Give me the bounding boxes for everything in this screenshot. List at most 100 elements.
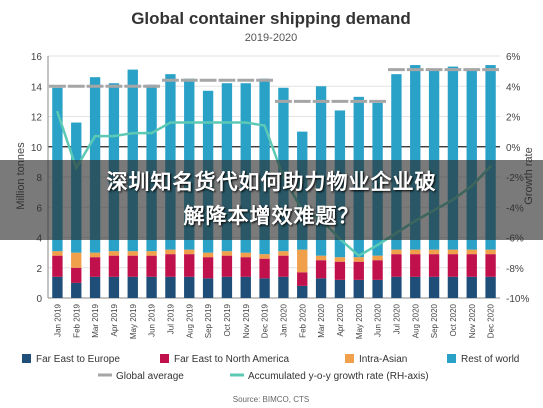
bar-segment: [391, 276, 402, 298]
overlay-title-line-1: 深圳知名货代如何助力物业企业破: [106, 170, 437, 194]
bar-segment: [259, 258, 270, 279]
y-right-tick-label: 6%: [506, 52, 521, 63]
bar-segment: [202, 278, 214, 298]
legend-swatch: [160, 354, 169, 363]
y-tick-label: 16: [31, 52, 43, 63]
y-tick-label: 2: [36, 264, 42, 275]
x-tick-label: Nov 2020: [468, 303, 477, 338]
bar-segment: [127, 255, 138, 277]
legend-label: Intra-Asian: [359, 354, 407, 365]
bar-segment: [447, 254, 459, 277]
bar-segment: [108, 255, 120, 277]
x-tick-label: Dec 2020: [487, 303, 496, 338]
bar-segment: [184, 276, 195, 298]
bar-segment: [184, 249, 195, 255]
bar-segment: [297, 272, 308, 286]
bar-segment: [89, 252, 101, 258]
bar-segment: [372, 260, 383, 280]
bar-segment: [372, 255, 383, 261]
bar-segment: [485, 249, 496, 255]
legend-label: Accumulated y-o-y growth rate (RH-axis): [248, 371, 429, 382]
x-tick-label: Oct 2020: [449, 303, 458, 336]
growth-rate-point: [56, 110, 59, 114]
bar-segment: [221, 251, 233, 256]
bar-segment: [334, 261, 346, 280]
bar-segment: [466, 276, 477, 298]
x-tick-label: Jul 2019: [166, 303, 175, 334]
y-right-tick-label: 4%: [506, 82, 521, 93]
bar-segment: [89, 257, 101, 277]
bar-segment: [315, 260, 327, 279]
bar-segment: [52, 251, 63, 256]
x-tick-label: Apr 2020: [336, 303, 345, 336]
growth-rate-point: [206, 121, 210, 124]
legend-label: Global average: [116, 371, 184, 382]
bar-segment: [428, 276, 440, 298]
bar-segment: [184, 254, 195, 277]
bar-segment: [278, 251, 289, 256]
bar-segment: [466, 69, 477, 250]
bar-segment: [410, 249, 421, 255]
bar-segment: [146, 251, 157, 256]
chart-title: Global container shipping demand: [131, 9, 411, 28]
bar-segment: [410, 254, 421, 277]
bar-segment: [165, 276, 176, 298]
bar-segment: [353, 257, 364, 262]
x-tick-label: Feb 2020: [298, 303, 307, 337]
x-tick-label: Aug 2020: [411, 303, 420, 338]
y-right-tick-label: 0%: [506, 143, 521, 154]
x-tick-label: Mar 2019: [91, 303, 100, 337]
bar-segment: [240, 252, 251, 258]
bar-segment: [315, 255, 327, 261]
bar-segment: [391, 254, 402, 277]
growth-rate-point: [112, 134, 116, 138]
legend-swatch: [345, 354, 354, 363]
bar-segment: [259, 254, 270, 259]
x-tick-label: Dec 2019: [261, 303, 270, 338]
bar-segment: [334, 279, 346, 298]
x-tick-label: Jan 2020: [279, 303, 288, 336]
y-tick-label: 12: [31, 113, 43, 124]
bar-segment: [315, 278, 327, 298]
x-tick-label: May 2020: [355, 303, 364, 339]
legend-swatch: [22, 354, 31, 363]
x-tick-label: Jan 2019: [53, 303, 62, 336]
x-tick-label: Sep 2020: [430, 303, 439, 338]
bar-segment: [447, 66, 459, 250]
growth-rate-point: [225, 121, 229, 124]
bar-segment: [466, 249, 477, 255]
x-tick-label: Jul 2020: [392, 303, 401, 334]
bar-segment: [108, 276, 120, 298]
bar-segment: [146, 255, 157, 277]
legend-label: Far East to Europe: [36, 354, 120, 365]
x-tick-label: Aug 2019: [185, 303, 194, 338]
bar-segment: [485, 254, 496, 277]
growth-rate-point: [93, 134, 97, 138]
bar-segment: [221, 276, 233, 298]
y-right-tick-label: -8%: [506, 264, 524, 275]
x-tick-label: Mar 2020: [317, 303, 326, 337]
bar-segment: [71, 282, 82, 298]
bar-segment: [353, 279, 364, 298]
bar-segment: [428, 249, 440, 255]
growth-rate-point: [150, 131, 153, 135]
bar-segment: [485, 65, 496, 250]
x-tick-label: Jun 2020: [374, 303, 383, 336]
bar-segment: [127, 251, 138, 256]
bar-segment: [165, 254, 176, 277]
bar-segment: [240, 276, 251, 298]
growth-rate-point: [357, 254, 360, 257]
bar-segment: [127, 276, 138, 298]
x-tick-label: Feb 2019: [72, 303, 81, 337]
bar-segment: [202, 252, 214, 258]
bar-segment: [334, 257, 346, 262]
legend-label: Rest of world: [461, 354, 519, 365]
bar-segment: [428, 69, 440, 250]
bar-segment: [297, 285, 308, 298]
overlay-banner: [0, 160, 543, 240]
global-average-line: [49, 68, 499, 103]
bar-segment: [240, 257, 251, 277]
bar-segment: [391, 249, 402, 255]
bar-segment: [278, 276, 289, 298]
y-right-tick-label: -10%: [506, 294, 529, 305]
